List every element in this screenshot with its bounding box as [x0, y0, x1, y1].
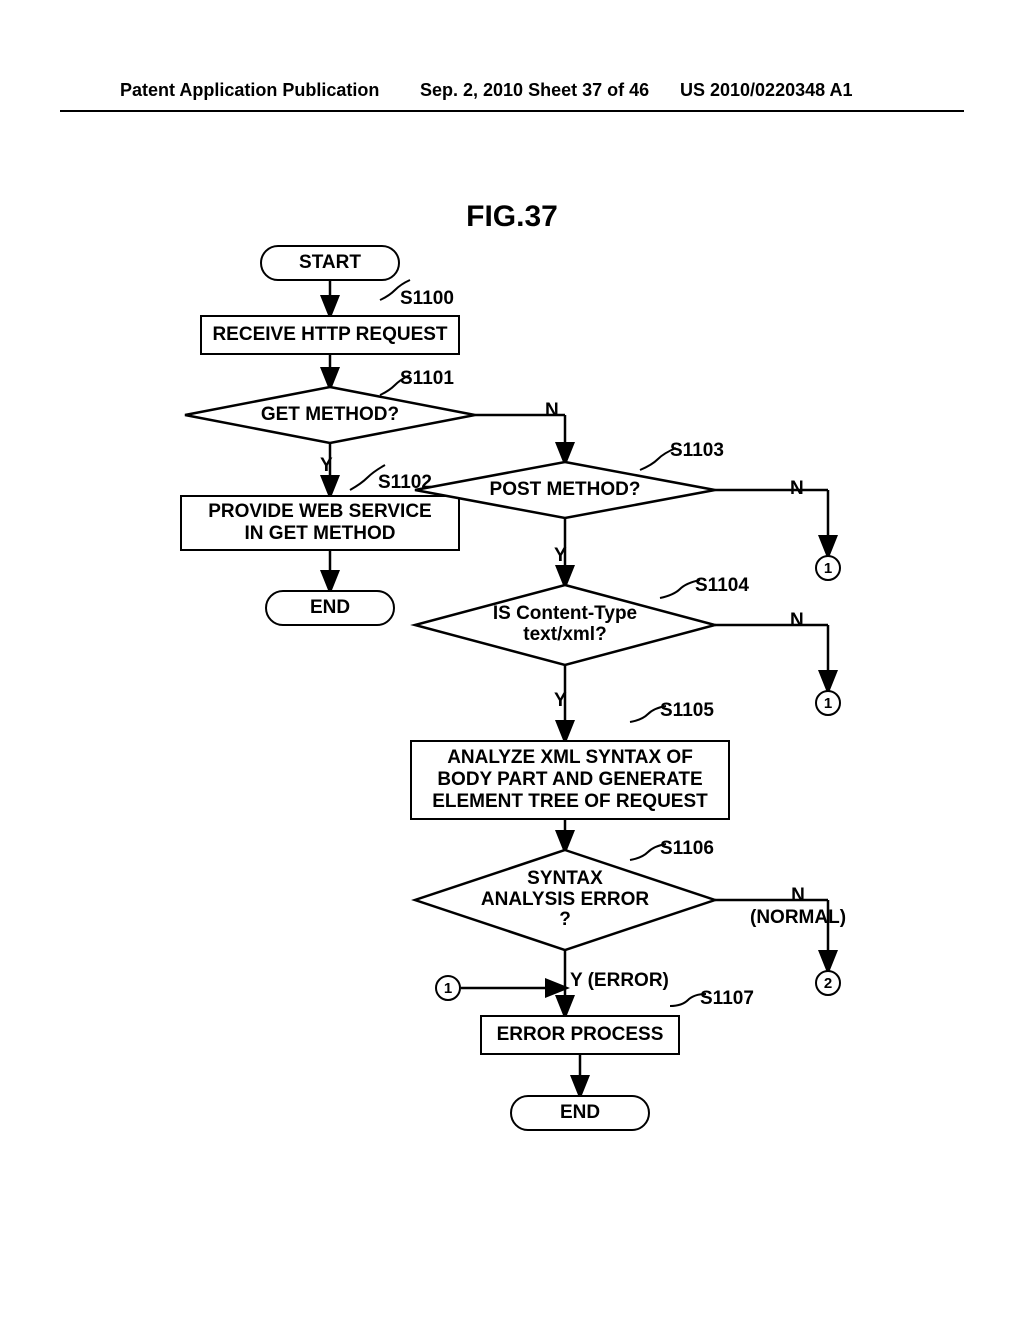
- header-mid: Sep. 2, 2010 Sheet 37 of 46: [420, 80, 649, 101]
- edge-label-l5: Y: [554, 690, 567, 712]
- connector-c2: 2: [815, 970, 841, 996]
- step-label-s1100: S1100: [400, 288, 454, 310]
- edge-label-l7: N(NORMAL): [750, 885, 846, 929]
- edge-label-l1: Y: [320, 455, 333, 477]
- step-label-s1106: S1106: [660, 838, 714, 860]
- edge-label-l3: Y: [554, 545, 567, 567]
- step-label-s1105: S1105: [660, 700, 714, 722]
- connector-c1_mid: 1: [815, 690, 841, 716]
- step-label-s1103: S1103: [670, 440, 724, 462]
- terminator-end2: END: [510, 1095, 650, 1131]
- edge-label-l2: N: [545, 400, 559, 422]
- step-label-s1104: S1104: [695, 575, 749, 597]
- edge-label-l6: N: [790, 610, 804, 632]
- process-s1105: ANALYZE XML SYNTAX OFBODY PART AND GENER…: [410, 740, 730, 820]
- page-header: Patent Application Publication Sep. 2, 2…: [0, 80, 1024, 110]
- process-s1100: RECEIVE HTTP REQUEST: [200, 315, 460, 355]
- process-s1107: ERROR PROCESS: [480, 1015, 680, 1055]
- header-right: US 2010/0220348 A1: [680, 80, 852, 101]
- edge-label-l8: Y (ERROR): [570, 970, 669, 992]
- figure-title: FIG.37: [0, 200, 1024, 234]
- step-label-s1101: S1101: [400, 368, 454, 390]
- connector-c1_top: 1: [815, 555, 841, 581]
- page: Patent Application Publication Sep. 2, 2…: [0, 0, 1024, 1320]
- terminator-start: START: [260, 245, 400, 281]
- terminator-end1: END: [265, 590, 395, 626]
- header-left: Patent Application Publication: [120, 80, 379, 101]
- step-label-s1107: S1107: [700, 988, 754, 1010]
- connector-c1_left: 1: [435, 975, 461, 1001]
- header-rule: [60, 110, 964, 112]
- edge-label-l4: N: [790, 478, 804, 500]
